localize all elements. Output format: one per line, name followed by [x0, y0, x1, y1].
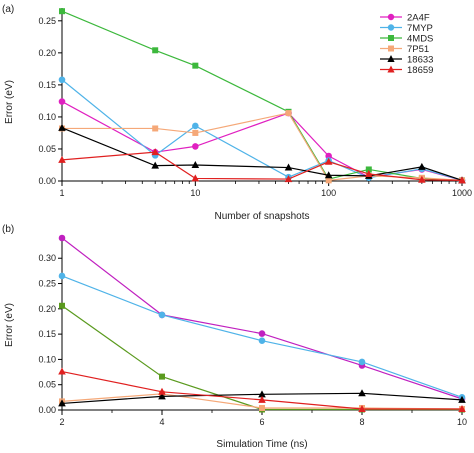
x-axis-label-b: Simulation Time (ns): [216, 439, 307, 450]
legend-marker: [387, 24, 395, 31]
data-point-a-4: [324, 171, 333, 179]
data-point-a-5: [284, 175, 293, 183]
y-tick-label-a: 0.25: [38, 16, 56, 26]
data-point-b-1: [58, 272, 66, 280]
data-point-a-4: [418, 162, 426, 170]
series-line-b-5: [61, 370, 462, 410]
data-point-b-1: [358, 358, 366, 366]
data-point-b-4: [358, 389, 366, 397]
series-line-a-4: [61, 127, 463, 181]
y-tick-label-a: 0.10: [38, 112, 56, 122]
data-point-a-3: [152, 125, 159, 132]
data-point-b-2: [159, 373, 165, 380]
series-line-a-0: [61, 101, 463, 181]
legend-marker: [387, 65, 395, 73]
data-point-b-5: [158, 387, 166, 395]
y-tick-label-a: 0.00: [38, 176, 56, 186]
data-point-a-5: [324, 157, 333, 165]
series-line-b-0: [61, 237, 463, 400]
data-point-b-5: [358, 404, 366, 412]
x-tick-label-b: 8: [359, 417, 364, 427]
x-tick-label-b: 4: [159, 417, 164, 427]
x-axis-label-a: Number of snapshots: [214, 211, 309, 222]
data-point-a-2: [152, 47, 159, 54]
data-point-b-1: [158, 311, 166, 319]
data-point-a-5: [418, 175, 426, 183]
legend-label-2: 4MDS: [407, 34, 433, 45]
data-point-a-4: [58, 123, 66, 131]
x-tick-label-b: 2: [59, 417, 64, 427]
x-tick-label-b: 10: [457, 417, 467, 427]
data-point-a-0: [192, 143, 199, 150]
data-point-a-3: [285, 110, 292, 117]
legend-label-3: 7P51: [407, 44, 429, 55]
y-tick-label-b: 0.10: [38, 354, 56, 364]
x-tick-label-b: 6: [259, 417, 264, 427]
data-point-b-5: [58, 367, 66, 375]
y-axis-label-b: Error (eV): [4, 303, 15, 347]
data-point-b-0: [258, 330, 266, 337]
x-tick-label-a: 100: [321, 188, 336, 198]
y-axis-label-a: Error (eV): [4, 80, 15, 124]
data-point-b-4: [158, 392, 166, 400]
y-tick-label-a: 0.05: [38, 144, 56, 154]
data-point-a-1: [192, 122, 199, 130]
panel-label-a: (a): [2, 4, 14, 15]
data-point-a-4: [284, 163, 293, 171]
legend-label-0: 2A4F: [407, 13, 430, 24]
data-point-a-4: [191, 160, 200, 168]
data-point-a-5: [365, 169, 373, 177]
data-point-a-5: [191, 174, 200, 182]
y-tick-label-b: 0.25: [38, 279, 56, 289]
data-point-b-4: [258, 390, 266, 398]
data-point-a-2: [192, 62, 199, 69]
data-point-a-2: [365, 166, 372, 173]
legend-marker: [388, 45, 394, 52]
legend-label-5: 18659: [407, 65, 433, 76]
series-line-a-5: [61, 151, 463, 181]
data-point-a-5: [458, 176, 466, 184]
legend-marker: [387, 55, 395, 62]
data-point-a-3: [192, 129, 199, 136]
data-point-a-5: [58, 155, 66, 163]
series-line-a-1: [61, 79, 463, 181]
data-point-a-5: [151, 148, 159, 156]
y-tick-label-b: 0.05: [38, 380, 56, 390]
x-tick-label-a: 1: [59, 188, 64, 198]
y-tick-label-a: 0.20: [38, 48, 56, 58]
data-point-a-0: [58, 98, 66, 105]
y-tick-label-b: 0.15: [38, 329, 56, 339]
legend-marker: [387, 13, 395, 21]
legend-marker: [388, 35, 394, 41]
legend-label-4: 18633: [407, 55, 433, 66]
data-point-a-2: [59, 8, 65, 15]
y-tick-label-b: 0.30: [38, 253, 56, 263]
x-tick-label-a: 10: [190, 188, 200, 198]
data-point-b-4: [58, 399, 66, 407]
y-tick-label-b: 0.20: [38, 304, 56, 314]
y-tick-label-b: 0.00: [38, 405, 56, 415]
y-tick-label-a: 0.15: [38, 80, 56, 90]
series-line-a-3: [62, 112, 463, 181]
data-point-a-1: [58, 76, 66, 84]
data-point-a-3: [325, 177, 332, 184]
data-point-b-5: [258, 395, 266, 403]
data-point-b-0: [58, 234, 66, 242]
data-point-b-5: [458, 404, 466, 412]
data-point-b-3: [259, 404, 265, 411]
legend-label-1: 7MYP: [407, 23, 433, 34]
data-point-b-2: [59, 302, 65, 309]
data-point-b-4: [458, 395, 466, 403]
data-point-b-1: [258, 337, 266, 344]
data-point-a-4: [151, 161, 159, 169]
panel-label-b: (b): [2, 224, 14, 235]
x-tick-label-a: 1000: [452, 188, 472, 198]
